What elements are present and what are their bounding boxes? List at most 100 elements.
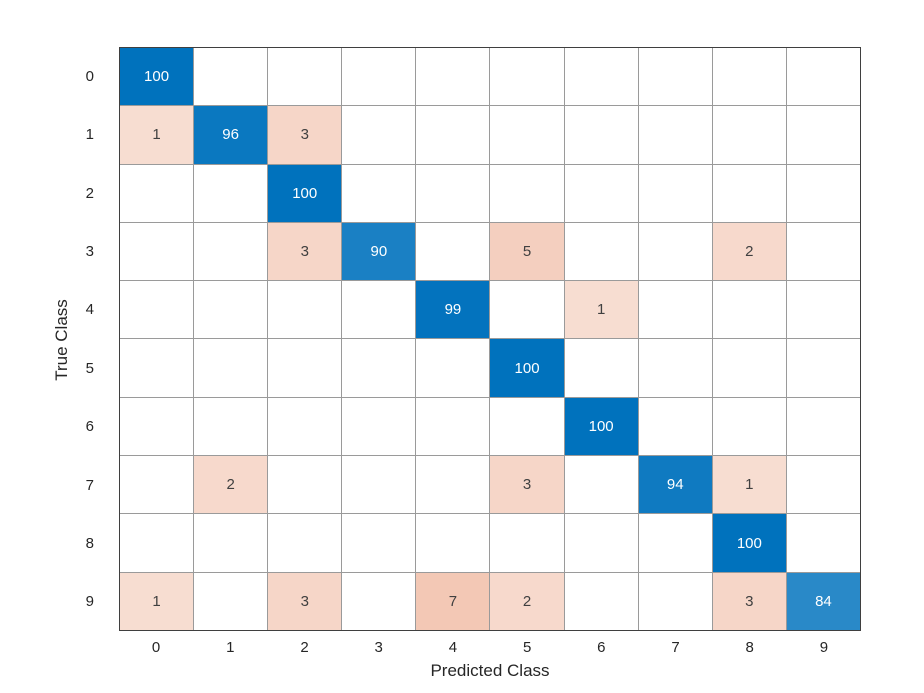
matrix-cell	[786, 281, 860, 339]
matrix-cell	[120, 222, 194, 281]
matrix-cell	[120, 514, 194, 572]
matrix-cell	[120, 456, 194, 514]
matrix-cell: 5	[490, 222, 564, 281]
matrix-cell	[416, 456, 490, 514]
x-tick-label: 8	[745, 638, 754, 656]
matrix-cell	[786, 514, 860, 572]
matrix-cell	[416, 339, 490, 397]
y-tick-label: 9	[85, 593, 94, 611]
matrix-cell	[342, 281, 416, 339]
matrix-cell	[120, 397, 194, 456]
matrix-cell	[490, 514, 564, 572]
matrix-cell	[564, 106, 638, 164]
matrix-cell	[564, 456, 638, 514]
y-tick-label: 6	[85, 418, 94, 436]
x-tick-label: 7	[671, 638, 680, 656]
matrix-cell: 2	[194, 456, 268, 514]
matrix-cell	[712, 339, 786, 397]
matrix-cell: 99	[416, 281, 490, 339]
y-tick-label: 2	[85, 184, 94, 202]
x-axis-title: Predicted Class	[430, 661, 550, 680]
matrix-cell: 96	[194, 106, 268, 164]
matrix-cell: 100	[564, 397, 638, 456]
matrix-cell	[416, 48, 490, 106]
matrix-cell: 3	[268, 106, 342, 164]
matrix-cell	[638, 222, 712, 281]
matrix-cell: 3	[490, 456, 564, 514]
matrix-cell	[342, 106, 416, 164]
matrix-cell: 3	[268, 222, 342, 281]
y-axis-tick-labels: 0 1 2 3 4 5 6 7 8 9	[0, 47, 108, 631]
matrix-cell: 7	[416, 572, 490, 630]
matrix-cell	[342, 572, 416, 630]
matrix-cell	[638, 106, 712, 164]
matrix-cell	[712, 281, 786, 339]
matrix-cell	[786, 397, 860, 456]
matrix-cell	[490, 397, 564, 456]
matrix-cell: 2	[712, 222, 786, 281]
matrix-cell	[342, 339, 416, 397]
x-tick-label: 6	[597, 638, 606, 656]
matrix-cell	[342, 456, 416, 514]
matrix-cell	[638, 164, 712, 222]
matrix-cell	[120, 281, 194, 339]
x-tick-label: 1	[226, 638, 235, 656]
matrix-cell	[712, 48, 786, 106]
matrix-cell: 94	[638, 456, 712, 514]
matrix-cell	[564, 572, 638, 630]
y-tick-label: 5	[85, 359, 94, 377]
matrix-cell	[342, 48, 416, 106]
matrix-cell	[268, 397, 342, 456]
matrix-cell	[416, 514, 490, 572]
matrix-cell	[120, 339, 194, 397]
matrix-cell	[564, 222, 638, 281]
matrix-cell	[416, 222, 490, 281]
matrix-cell	[194, 572, 268, 630]
matrix-cell	[564, 339, 638, 397]
matrix-cell: 1	[712, 456, 786, 514]
matrix-cell	[194, 281, 268, 339]
x-tick-label: 9	[819, 638, 829, 656]
matrix-cell: 100	[120, 48, 194, 106]
matrix-cell	[416, 106, 490, 164]
x-tick-label: 0	[151, 638, 161, 656]
x-tick-label: 2	[300, 638, 309, 656]
matrix-cell: 3	[268, 572, 342, 630]
matrix-cell	[194, 164, 268, 222]
matrix-cell: 2	[490, 572, 564, 630]
matrix-cell	[342, 164, 416, 222]
matrix-cell: 90	[342, 222, 416, 281]
matrix-cell	[638, 514, 712, 572]
y-tick-label: 1	[85, 126, 94, 144]
matrix-cell	[638, 339, 712, 397]
matrix-cell	[268, 339, 342, 397]
matrix-cell	[194, 48, 268, 106]
matrix-cell	[638, 397, 712, 456]
matrix-cell: 1	[564, 281, 638, 339]
matrix-cell	[490, 48, 564, 106]
matrix-cell	[342, 514, 416, 572]
matrix-cell	[194, 222, 268, 281]
matrix-cell	[490, 164, 564, 222]
x-axis-tick-labels: 0 1 2 3 4 5 6 7 8 9	[119, 636, 861, 658]
matrix-cell	[564, 48, 638, 106]
matrix-cell	[416, 164, 490, 222]
matrix-cell	[120, 164, 194, 222]
matrix-cell	[786, 164, 860, 222]
y-tick-label: 4	[85, 301, 94, 319]
matrix-cell	[712, 164, 786, 222]
matrix-cell	[342, 397, 416, 456]
matrix-cell	[786, 106, 860, 164]
matrix-cell: 1	[120, 572, 194, 630]
x-tick-label: 3	[374, 638, 383, 656]
matrix-cell	[638, 48, 712, 106]
matrix-cell	[564, 164, 638, 222]
matrix-cell	[638, 281, 712, 339]
matrix-cell	[712, 106, 786, 164]
matrix-cell	[268, 456, 342, 514]
matrix-cell: 84	[786, 572, 860, 630]
matrix-cell	[194, 397, 268, 456]
y-tick-label: 3	[85, 242, 94, 260]
matrix-cell	[194, 514, 268, 572]
